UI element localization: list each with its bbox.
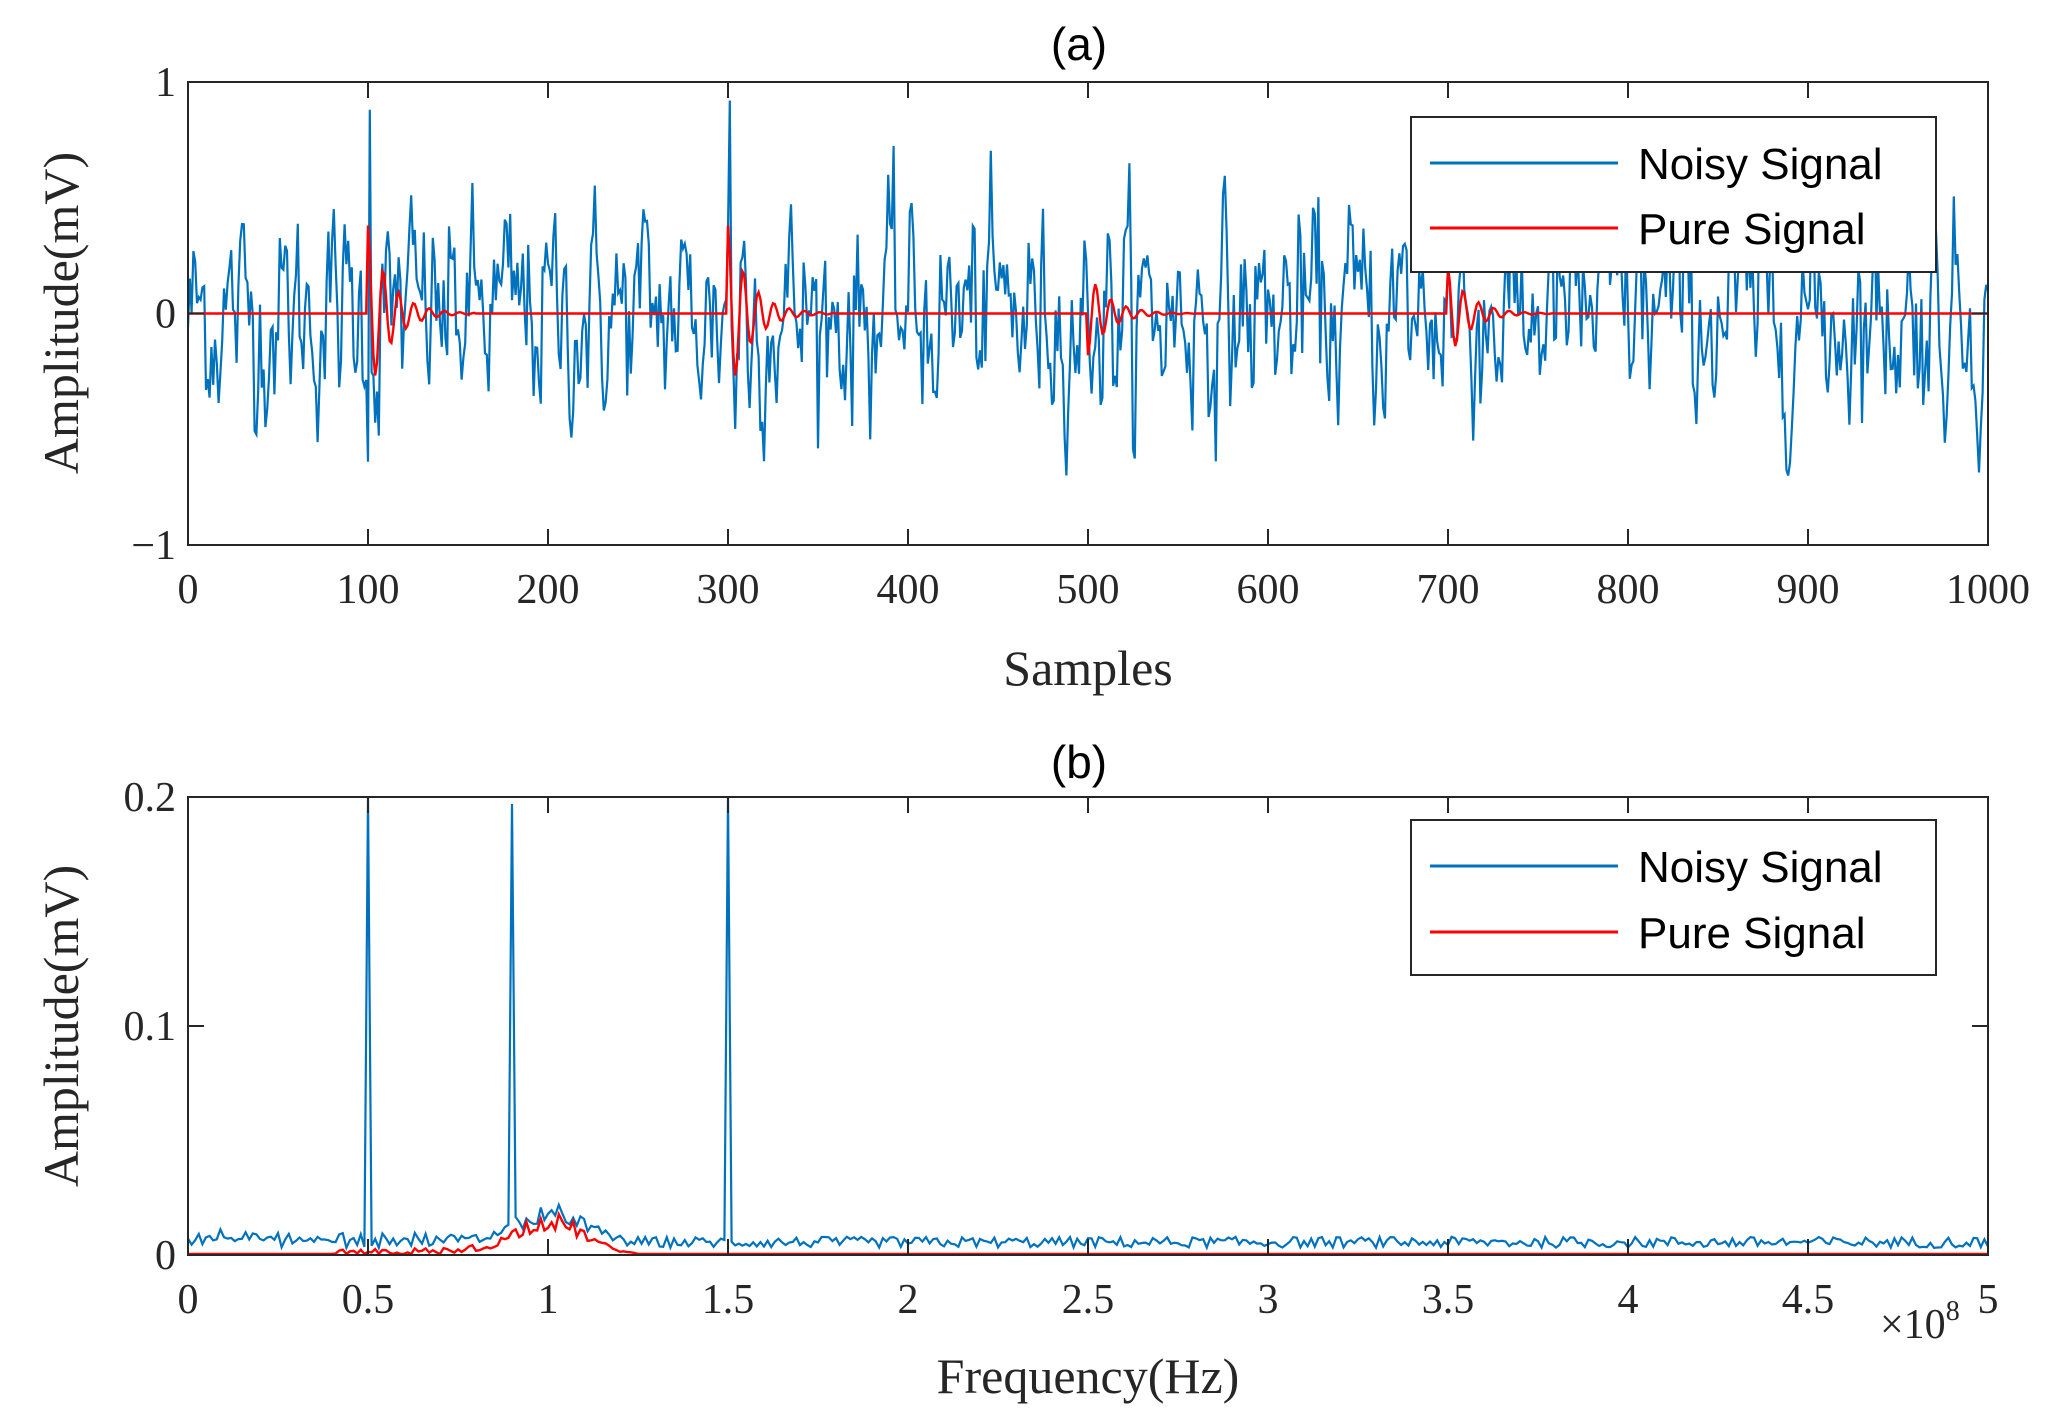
panel-b-y-axis-label: Amplitude(mV) — [33, 865, 89, 1187]
panel-b-legend: Noisy Signal Pure Signal — [1410, 819, 1937, 976]
panel-b-y-tick-label: 0 — [155, 1233, 176, 1279]
panel-b-legend-pure-label: Pure Signal — [1638, 909, 1865, 958]
panel-a-x-tick-label: 500 — [1057, 567, 1120, 613]
panel-a-y-tick-label: 0 — [155, 292, 176, 338]
panel-b-x-tick-label: 3.5 — [1422, 1277, 1475, 1323]
panel-b-x-tick-label: 5 — [1978, 1277, 1999, 1323]
panel-a-x-tick-label: 800 — [1597, 567, 1660, 613]
panel-a-y-tick-label: −1 — [131, 523, 176, 569]
panel-b-y-tick-label: 0.1 — [124, 1004, 177, 1050]
panel-a-y-axis-label: Amplitude(mV) — [33, 152, 89, 474]
panel-a-x-ticks: 0 100 200 300 400 500 600 700 800 900 1000 — [178, 82, 2030, 613]
panel-b-x-axis-label: Frequency(Hz) — [937, 1348, 1240, 1404]
panel-a-x-tick-label: 300 — [697, 567, 760, 613]
panel-a-x-tick-label: 1000 — [1946, 567, 2030, 613]
panel-a-x-tick-label: 900 — [1777, 567, 1840, 613]
panel-b-x-exponent-power: 8 — [1946, 1296, 1960, 1327]
panel-b-x-tick-label: 1.5 — [702, 1277, 755, 1323]
panel-a-y-ticks: −1 0 1 — [131, 60, 1988, 569]
panel-a-legend-pure-label: Pure Signal — [1638, 205, 1865, 254]
panel-a-x-tick-label: 200 — [517, 567, 580, 613]
panel-b-x-exponent: ×108 — [1880, 1296, 1960, 1348]
panel-a-legend-noisy-label: Noisy Signal — [1638, 140, 1883, 189]
panel-a-y-tick-label: 1 — [155, 60, 176, 106]
panel-a-pure-signal-line — [188, 225, 1988, 376]
panel-a-x-tick-label: 100 — [337, 567, 400, 613]
panel-b-x-tick-label: 2.5 — [1062, 1277, 1115, 1323]
panel-b-x-tick-label: 4 — [1618, 1277, 1639, 1323]
panel-b-x-tick-label: 3 — [1258, 1277, 1279, 1323]
panel-a-x-tick-label: 600 — [1237, 567, 1300, 613]
panel-b-x-tick-label: 1 — [538, 1277, 559, 1323]
panel-b-y-ticks: 0 0.1 0.2 — [124, 775, 1988, 1279]
panel-b-x-tick-label: 4.5 — [1782, 1277, 1835, 1323]
panel-a-x-axis-label: Samples — [1003, 640, 1172, 696]
panel-b-x-tick-label: 2 — [898, 1277, 919, 1323]
panel-b-x-ticks: 0 0.5 1 1.5 2 2.5 3 3.5 4 4.5 5 — [178, 797, 1999, 1323]
panel-a-x-tick-label: 400 — [877, 567, 940, 613]
panel-b-x-exponent-base: ×10 — [1880, 1302, 1946, 1348]
panel-a-x-tick-label: 700 — [1417, 567, 1480, 613]
panel-b: (b) 0 0.5 1 1.5 2 2.5 3 3.5 4 4.5 5 0 0.1 0.2 Freque… — [33, 736, 1999, 1404]
panel-a-x-tick-label: 0 — [178, 567, 199, 613]
panel-b-y-tick-label: 0.2 — [124, 775, 177, 821]
panel-b-noisy-signal-line — [187, 796, 1989, 1252]
panel-b-legend-noisy-label: Noisy Signal — [1638, 843, 1883, 892]
panel-b-x-tick-label: 0.5 — [342, 1277, 395, 1323]
panel-b-title: (b) — [1051, 736, 1107, 788]
panel-a-title: (a) — [1051, 18, 1107, 70]
panel-a-legend-box — [1410, 116, 1937, 273]
panel-a: (a) 0 100 200 300 400 500 600 700 800 900 1000 −10… — [33, 18, 2030, 696]
panel-a-legend: Noisy Signal Pure Signal — [1410, 116, 1937, 273]
panel-b-x-tick-label: 0 — [178, 1277, 199, 1323]
panel-b-legend-box — [1410, 819, 1937, 976]
